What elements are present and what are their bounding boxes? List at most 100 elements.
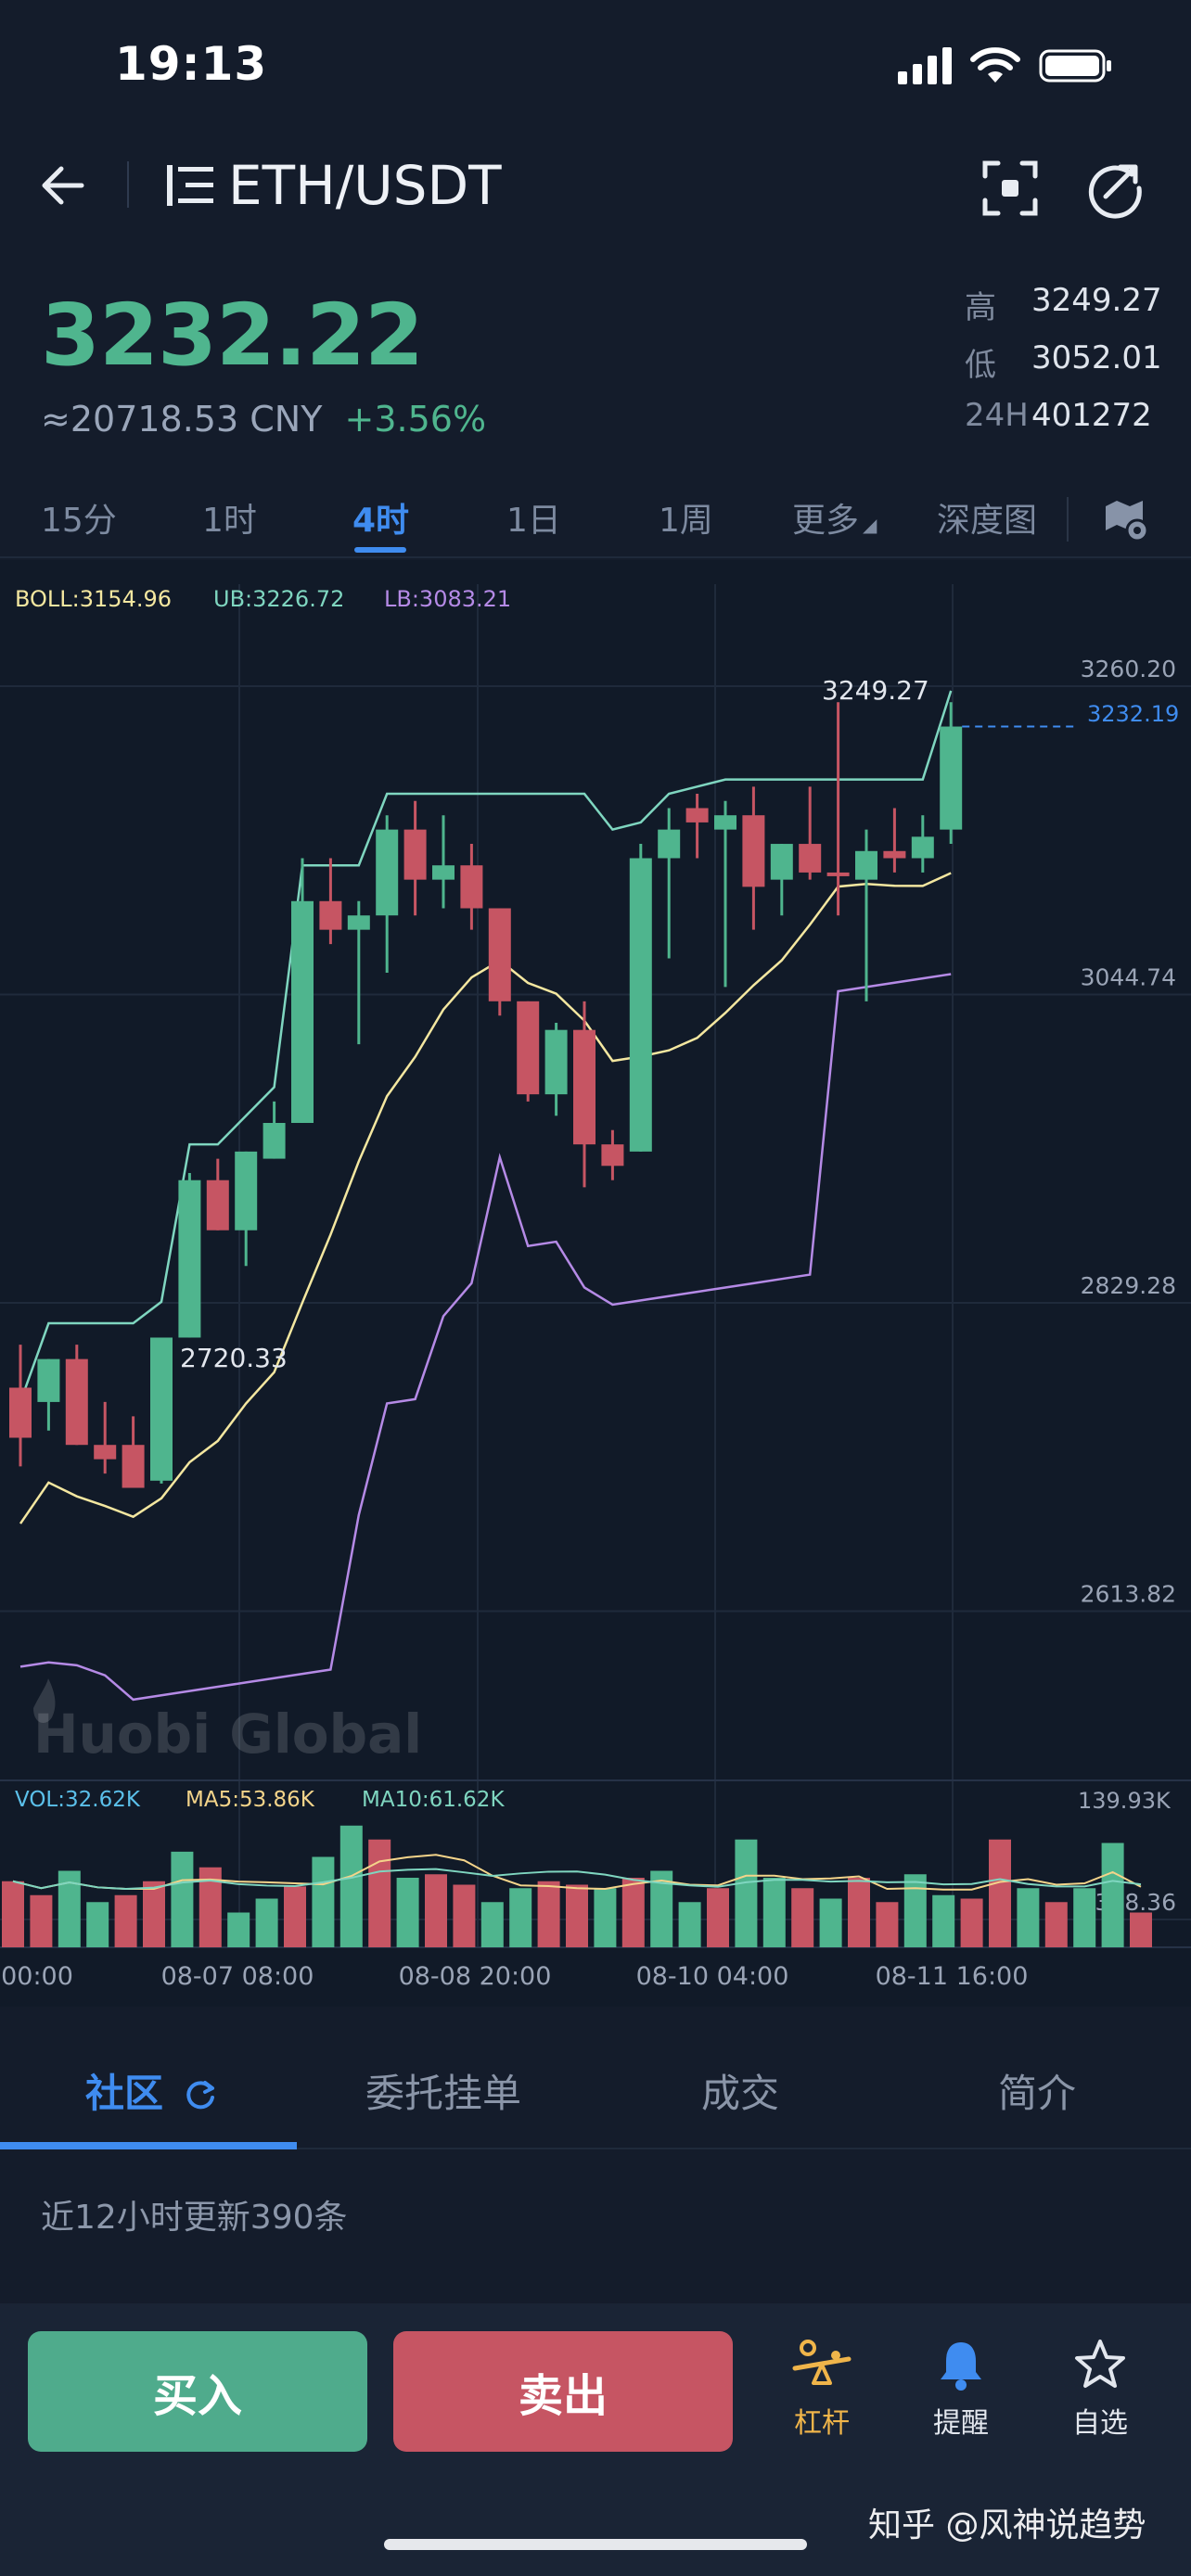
cny-value: ≈20718.53 CNY	[41, 399, 323, 440]
watchlist-label: 自选	[1072, 2407, 1128, 2440]
buy-button[interactable]: 买入	[28, 2331, 367, 2452]
volume-bar	[762, 1878, 786, 1947]
share-icon[interactable]	[1085, 158, 1146, 219]
volume-bar	[1073, 1888, 1096, 1947]
tab-4h[interactable]: 4时	[352, 502, 410, 540]
info-tab-underline	[0, 2142, 297, 2149]
kline-svg[interactable]: BOLL:3154.96 UB:3226.72 LB:3083.21 Huobi…	[0, 560, 1191, 2007]
volume-bar	[594, 1888, 617, 1947]
stat-high-label: 高	[965, 289, 996, 326]
candle-body	[940, 726, 963, 830]
volume-bar	[1017, 1888, 1040, 1947]
tab-more[interactable]: 更多 ◢	[792, 493, 877, 542]
vol-axis-max: 139.93K	[1078, 1788, 1172, 1814]
candle-body	[263, 1122, 286, 1159]
price-tick-label: 2398.36	[1081, 1889, 1176, 1916]
candle-body	[432, 865, 455, 880]
vol-ma10-line	[12, 1868, 1142, 1891]
volume-bar	[227, 1912, 250, 1947]
volume-bar	[621, 1878, 645, 1947]
volume-bar	[2, 1881, 24, 1947]
candle-body	[799, 844, 822, 873]
pair-title[interactable]: ETH/USDT	[228, 154, 502, 217]
candle-body	[544, 1029, 568, 1095]
last-price: 3232.22	[41, 286, 424, 385]
volume-bar	[143, 1881, 165, 1947]
tab-1d[interactable]: 1日	[506, 502, 561, 540]
volume-bar	[819, 1898, 842, 1947]
stat-high: 高 3249.27	[965, 282, 1162, 327]
kline-chart[interactable]: BOLL:3154.96 UB:3226.72 LB:3083.21 Huobi…	[0, 560, 1191, 2007]
stat-low-value: 3052.01	[1031, 339, 1162, 376]
boll-upper-line	[19, 690, 953, 1403]
volume-bar	[284, 1886, 306, 1947]
refresh-icon[interactable]	[183, 2077, 218, 2112]
volume-bar	[453, 1884, 476, 1947]
tab-depth[interactable]: 深度图	[937, 502, 1038, 540]
wifi-icon	[970, 47, 1020, 83]
boll-mid-line	[19, 872, 952, 1524]
lb-label: LB:3083.21	[384, 586, 511, 612]
time-axis: 00:00 08-07 08:00 08-08 20:00 08-10 04:00 08…	[1, 1962, 1028, 1991]
price-axis: 3260.20 3044.74 2829.28 2613.82 2398.36	[1081, 656, 1176, 1916]
candle-body	[488, 908, 511, 1001]
pair-menu-icon[interactable]	[167, 163, 215, 208]
volume-bar	[876, 1902, 899, 1947]
candle-body	[460, 865, 483, 909]
vol-ma10-label: MA10:61.62K	[362, 1788, 505, 1812]
tab-separator	[1067, 497, 1069, 542]
tab-1h[interactable]: 1时	[202, 502, 257, 540]
status-icons	[898, 43, 1113, 89]
footer-watermark: 知乎 @风神说趋势	[868, 2506, 1146, 2544]
tab-trades[interactable]: 成交	[701, 2071, 780, 2116]
watchlist-button[interactable]: 自选	[1054, 2337, 1146, 2441]
alert-button[interactable]: 提醒	[915, 2337, 1007, 2441]
fullscreen-icon[interactable]	[980, 158, 1041, 219]
candle-body	[403, 829, 427, 880]
candles	[9, 702, 1076, 1488]
tab-1w[interactable]: 1周	[659, 502, 713, 540]
back-arrow-icon[interactable]	[35, 158, 91, 213]
volume-bar	[932, 1894, 955, 1947]
tab-open-orders[interactable]: 委托挂单	[365, 2071, 522, 2116]
leverage-label: 杠杆	[794, 2407, 850, 2440]
bell-icon	[941, 2342, 981, 2391]
tab-community[interactable]: 社区	[85, 2062, 218, 2119]
min-marker-label: 2720.33	[180, 1343, 288, 1373]
volume-bar	[903, 1874, 927, 1947]
volume-bar	[848, 1878, 870, 1947]
volume-bar	[960, 1898, 983, 1947]
chart-settings-icon[interactable]	[1102, 493, 1150, 545]
tab-15m[interactable]: 15分	[41, 502, 117, 540]
volume-bar	[566, 1884, 588, 1947]
time-tick-label: 00:00	[1, 1962, 73, 1991]
candle-body	[517, 1001, 540, 1095]
vol-ma5-label: MA5:53.86K	[186, 1788, 315, 1812]
time-tick-label: 08-08 20:00	[399, 1962, 552, 1991]
candle-body	[291, 900, 314, 1123]
volume-bar	[537, 1881, 560, 1947]
volume-bar	[480, 1902, 504, 1947]
volume-bar	[171, 1851, 194, 1947]
max-marker-label: 3249.27	[822, 675, 929, 706]
candle-body	[65, 1358, 88, 1446]
boll-lower-line	[19, 973, 952, 1702]
exchange-watermark: Huobi Global	[33, 1702, 422, 1766]
candle-body	[37, 1358, 60, 1402]
time-tick-label: 08-11 16:00	[876, 1962, 1029, 1991]
volume-bar	[312, 1856, 335, 1947]
volume-bar	[707, 1888, 729, 1947]
candle-body	[122, 1445, 145, 1488]
price-change: +3.56%	[344, 399, 487, 440]
candle-body	[235, 1151, 258, 1231]
candle-body	[573, 1029, 596, 1145]
time-tick-label: 08-10 04:00	[636, 1962, 789, 1991]
leverage-button[interactable]: 杠杆	[775, 2337, 868, 2441]
candle-body	[9, 1387, 32, 1438]
volume-bar	[339, 1825, 363, 1947]
volume-bar	[1044, 1902, 1068, 1947]
candle-body	[883, 850, 906, 859]
sell-button[interactable]: 卖出	[393, 2331, 733, 2452]
tab-intro[interactable]: 简介	[998, 2071, 1077, 2116]
home-indicator[interactable]	[384, 2539, 807, 2550]
